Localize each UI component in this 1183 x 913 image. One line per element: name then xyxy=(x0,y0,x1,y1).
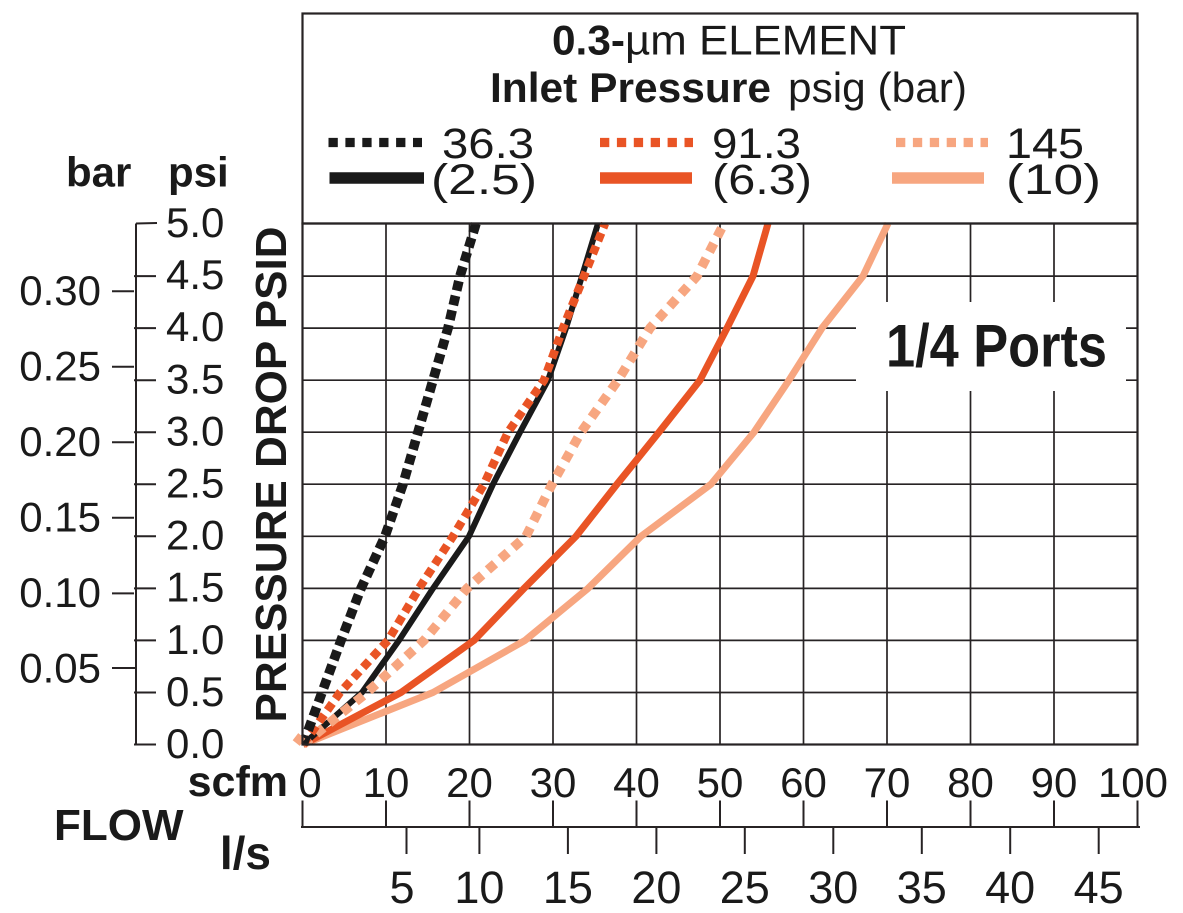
svg-text:(2.5): (2.5) xyxy=(431,156,537,204)
svg-text:psig (bar): psig (bar) xyxy=(788,64,967,111)
svg-text:40: 40 xyxy=(985,862,1035,908)
svg-text:0.20: 0.20 xyxy=(19,418,101,465)
svg-text:45: 45 xyxy=(1074,862,1124,908)
svg-text:70: 70 xyxy=(864,759,911,806)
svg-text:2.0: 2.0 xyxy=(166,512,224,559)
svg-text:Inlet Pressure: Inlet Pressure xyxy=(490,64,771,111)
svg-text:30: 30 xyxy=(530,759,577,806)
svg-text:10: 10 xyxy=(363,759,410,806)
svg-text:4.0: 4.0 xyxy=(166,303,224,350)
svg-text:l/s: l/s xyxy=(220,827,271,879)
svg-text:3.5: 3.5 xyxy=(166,355,224,402)
svg-text:1.0: 1.0 xyxy=(166,616,224,663)
svg-text:50: 50 xyxy=(697,759,744,806)
svg-text:80: 80 xyxy=(947,759,994,806)
svg-text:5.0: 5.0 xyxy=(166,199,224,246)
svg-text:0: 0 xyxy=(298,759,321,806)
svg-text:1/4 Ports: 1/4 Ports xyxy=(886,313,1107,380)
svg-text:40: 40 xyxy=(613,759,660,806)
svg-text:36.3: 36.3 xyxy=(442,120,534,168)
svg-text:0.3-: 0.3- xyxy=(552,17,625,64)
svg-text:91.3: 91.3 xyxy=(712,120,801,168)
svg-text:0.5: 0.5 xyxy=(166,668,224,715)
svg-text:5: 5 xyxy=(389,862,414,908)
svg-text:15: 15 xyxy=(543,862,593,908)
svg-text:145: 145 xyxy=(1006,120,1084,168)
svg-text:3.0: 3.0 xyxy=(166,407,224,454)
svg-text:90: 90 xyxy=(1031,759,1078,806)
svg-text:(6.3): (6.3) xyxy=(712,156,812,204)
svg-text:µm ELEMENT: µm ELEMENT xyxy=(625,17,906,64)
svg-text:100: 100 xyxy=(1098,759,1168,806)
svg-text:20: 20 xyxy=(631,862,681,908)
svg-text:PRESSURE DROP PSID: PRESSURE DROP PSID xyxy=(247,227,296,723)
svg-text:0.10: 0.10 xyxy=(19,569,101,616)
svg-text:0.05: 0.05 xyxy=(19,645,101,692)
svg-text:35: 35 xyxy=(897,862,947,908)
svg-text:60: 60 xyxy=(780,759,827,806)
svg-text:scfm: scfm xyxy=(188,758,288,806)
svg-text:(10): (10) xyxy=(1006,156,1101,204)
svg-text:30: 30 xyxy=(808,862,858,908)
svg-text:0.25: 0.25 xyxy=(19,343,101,390)
svg-text:bar: bar xyxy=(66,149,131,196)
svg-text:0.15: 0.15 xyxy=(19,494,101,541)
svg-text:psi: psi xyxy=(168,149,229,196)
svg-text:25: 25 xyxy=(720,862,770,908)
svg-text:FLOW: FLOW xyxy=(54,801,184,850)
svg-text:20: 20 xyxy=(446,759,493,806)
svg-text:0.30: 0.30 xyxy=(19,267,101,314)
svg-text:10: 10 xyxy=(454,862,504,908)
svg-text:2.5: 2.5 xyxy=(166,460,224,507)
svg-text:4.5: 4.5 xyxy=(166,251,224,298)
svg-text:0.0: 0.0 xyxy=(166,720,224,767)
svg-text:1.5: 1.5 xyxy=(166,564,224,611)
